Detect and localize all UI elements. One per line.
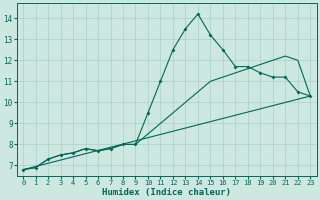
X-axis label: Humidex (Indice chaleur): Humidex (Indice chaleur) (102, 188, 231, 197)
